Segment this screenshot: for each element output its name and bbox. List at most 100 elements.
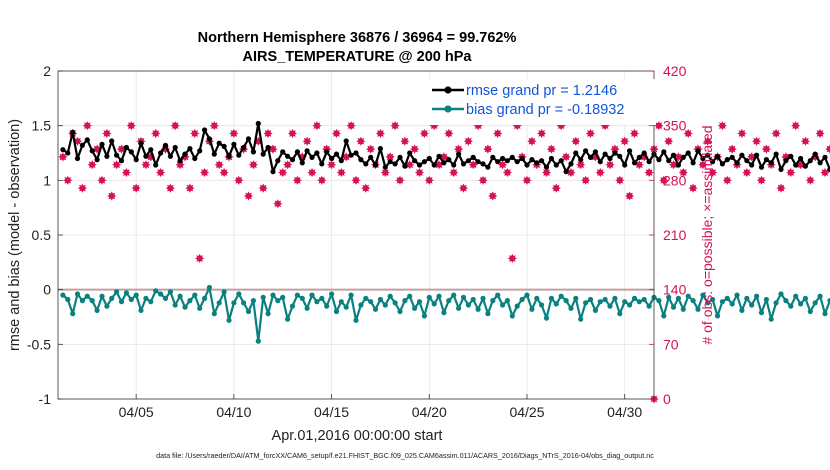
- bias-point: [529, 306, 535, 312]
- rmse-point: [568, 161, 574, 167]
- right-tick-label: 210: [663, 227, 687, 243]
- obs-count-marker: [566, 167, 576, 178]
- rmse-point: [705, 152, 711, 158]
- rmse-point: [436, 153, 442, 159]
- obs-count-marker: [292, 175, 302, 185]
- rmse-point: [226, 153, 232, 159]
- obs-count-marker: [478, 175, 488, 185]
- legend-rmse-label: rmse grand pr = 1.2146: [466, 83, 617, 99]
- rmse-point: [206, 136, 212, 142]
- obs-count-marker: [708, 167, 718, 178]
- bias-point: [607, 303, 613, 309]
- bias-line: [62, 286, 830, 343]
- obs-count-marker: [414, 167, 425, 178]
- bias-point: [70, 311, 76, 317]
- bias-point: [602, 296, 608, 303]
- bias-point: [587, 296, 594, 303]
- obs-count-marker: [800, 136, 810, 146]
- bias-point: [104, 303, 110, 309]
- bias-point: [524, 292, 530, 298]
- obs-count-marker: [102, 128, 112, 139]
- rmse-point: [250, 149, 256, 155]
- bias-point: [451, 292, 457, 298]
- left-axis-ticks: -1 -0.5 0 0.5 1 1.5 2: [27, 63, 63, 407]
- obs-count-marker: [620, 136, 630, 146]
- bias-point: [514, 303, 520, 309]
- obs-count-marker: [200, 167, 210, 178]
- rmse-point: [363, 161, 369, 167]
- rmse-point: [358, 157, 364, 163]
- obs-count-marker: [610, 144, 620, 154]
- right-axis-ticks: 0 70 140 210 280 350 420: [649, 63, 687, 407]
- bias-point: [568, 305, 574, 311]
- rmse-point: [485, 164, 491, 170]
- bias-point: [485, 311, 491, 317]
- obs-count-marker: [131, 183, 141, 193]
- bias-point: [490, 298, 496, 304]
- y-axis-label: rmse and bias (model - observation): [7, 119, 23, 351]
- obs-count-marker: [331, 128, 342, 139]
- bias-point: [265, 311, 271, 317]
- obs-count-marker: [248, 160, 258, 170]
- obs-count-marker: [336, 167, 346, 178]
- bias-point: [622, 299, 628, 305]
- bias-point: [710, 296, 716, 303]
- obs-count-marker: [522, 175, 532, 185]
- rmse-point: [153, 162, 159, 168]
- bias-point: [817, 293, 823, 299]
- bias-point: [519, 296, 525, 303]
- bias-point: [617, 311, 623, 317]
- bias-point: [172, 302, 178, 308]
- rmse-point: [631, 160, 638, 166]
- rmse-point: [143, 153, 149, 159]
- bias-point: [680, 306, 686, 312]
- obs-count-marker: [717, 121, 727, 131]
- bias-point: [495, 292, 501, 298]
- obs-count-marker: [737, 128, 747, 139]
- bias-point: [182, 304, 188, 310]
- obs-count-marker: [312, 121, 322, 131]
- obs-count-marker: [805, 175, 815, 185]
- obs-count-marker: [595, 167, 605, 178]
- bias-point: [631, 295, 638, 301]
- rmse-point: [426, 155, 432, 162]
- bias-point: [167, 289, 173, 295]
- rmse-point: [319, 161, 325, 167]
- rmse-point: [470, 154, 476, 160]
- obs-count-marker: [351, 175, 361, 185]
- obs-count-marker: [400, 136, 410, 146]
- rmse-point: [524, 162, 530, 168]
- y2-axis-label: # of obs: o=possible; ×=assimilated: [699, 125, 715, 344]
- bias-point: [456, 305, 462, 311]
- rmse-point: [456, 151, 462, 157]
- bias-point: [289, 303, 296, 309]
- rmse-point: [622, 162, 628, 168]
- rmse-point: [416, 162, 423, 168]
- bias-point: [226, 317, 232, 323]
- bias-point: [793, 293, 799, 299]
- rmse-point: [397, 154, 403, 160]
- bias-point: [187, 298, 193, 304]
- bias-point: [211, 311, 217, 317]
- rmse-point: [138, 140, 144, 146]
- bias-point: [754, 293, 760, 299]
- rmse-point: [133, 157, 139, 163]
- rmse-point: [333, 151, 340, 157]
- chart-subtitle: AIRS_TEMPERATURE @ 200 hPa: [242, 49, 472, 65]
- bias-point: [426, 294, 432, 300]
- right-tick-label: 70: [663, 336, 679, 352]
- rmse-point: [480, 161, 486, 167]
- bias-point: [504, 298, 510, 304]
- bottom-tick-label: 04/30: [607, 404, 642, 420]
- rmse-point: [421, 159, 427, 165]
- rmse-point: [314, 150, 320, 156]
- rmse-point: [690, 160, 696, 166]
- bias-point: [719, 299, 726, 305]
- obs-count-marker: [385, 152, 395, 162]
- obs-count-marker: [458, 183, 469, 193]
- bias-point: [162, 295, 169, 301]
- rmse-point: [807, 158, 813, 164]
- bias-point: [382, 302, 388, 308]
- bias-point: [563, 298, 569, 304]
- obs-count-marker: [449, 167, 459, 178]
